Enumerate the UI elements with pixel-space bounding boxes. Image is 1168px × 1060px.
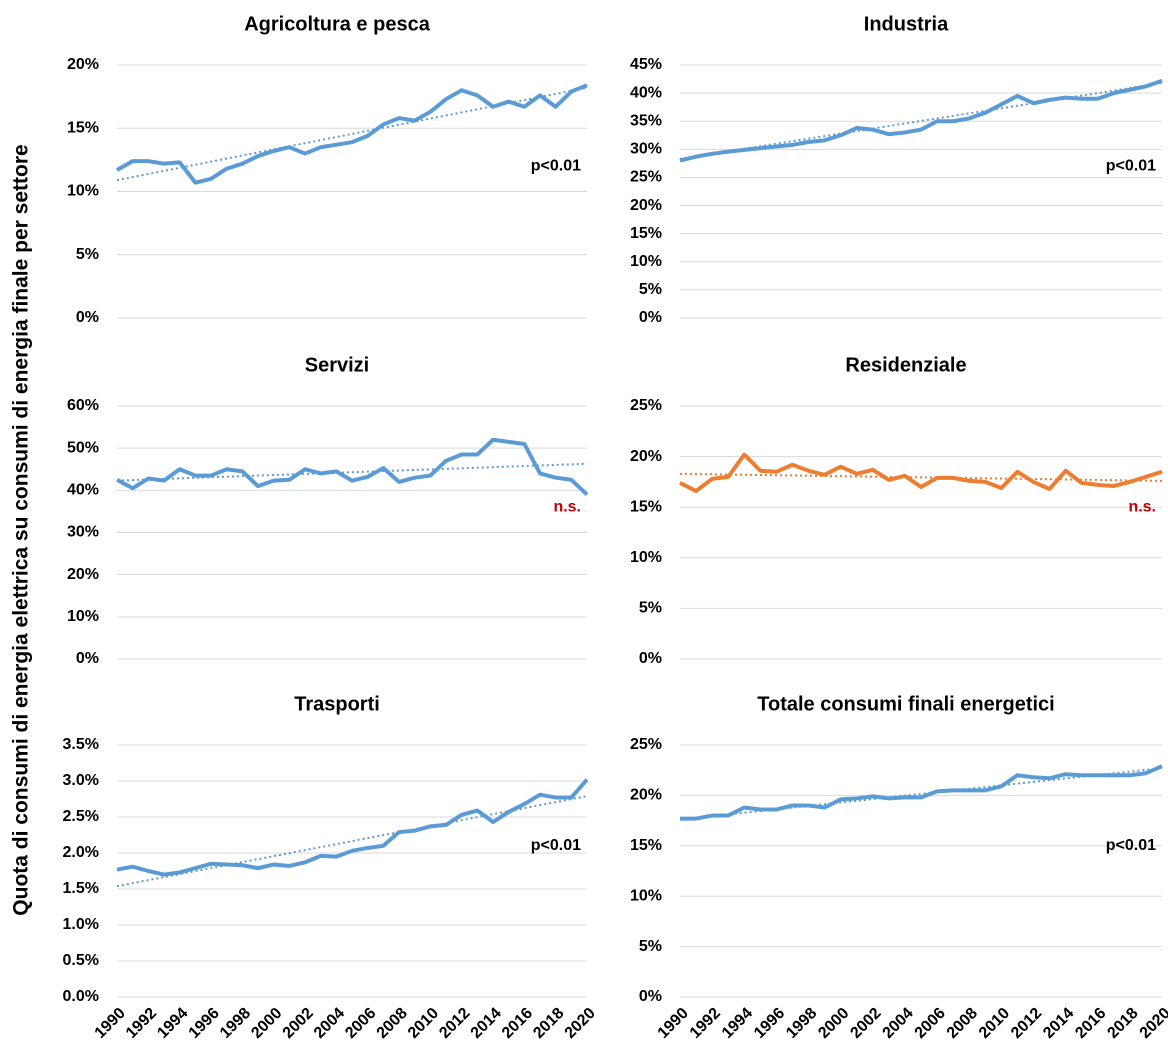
- data-line: [116, 437, 589, 497]
- x-tick-label: 1998: [783, 1005, 820, 1042]
- y-tick-label: 10%: [630, 549, 662, 566]
- y-tick-label: 40%: [630, 84, 662, 101]
- y-tick-label: 10%: [630, 253, 662, 270]
- x-tick-label: 2020: [562, 1005, 599, 1042]
- y-tick-label: 25%: [630, 397, 662, 414]
- x-tick-label: 2000: [815, 1005, 852, 1042]
- x-tick-label: 1990: [92, 1005, 129, 1042]
- y-tick-label: 0.0%: [63, 988, 99, 1005]
- y-tick-label: 5%: [639, 938, 662, 955]
- y-tick-label: 20%: [630, 197, 662, 214]
- x-tick-label: 2014: [1040, 1005, 1077, 1042]
- x-tick-label: 2006: [912, 1005, 949, 1042]
- x-tick-label: 2010: [976, 1005, 1013, 1042]
- y-tick-label: 3.0%: [63, 772, 99, 789]
- y-tick-label: 20%: [630, 787, 662, 804]
- x-tick-label: 1996: [751, 1005, 788, 1042]
- x-tick-label: 1994: [719, 1005, 756, 1042]
- y-tick-label: 25%: [630, 169, 662, 186]
- y-tick-label: 60%: [67, 397, 99, 414]
- y-tick-label: 40%: [67, 482, 99, 499]
- trend-line: [116, 462, 588, 482]
- y-tick-label: 30%: [67, 524, 99, 541]
- x-tick-label: 1990: [655, 1005, 692, 1042]
- y-tick-label: 10%: [630, 887, 662, 904]
- y-tick-label: 15%: [630, 225, 662, 242]
- y-tick-label: 35%: [630, 112, 662, 129]
- x-tick-label: 2018: [1104, 1005, 1141, 1042]
- panel-title: Totale consumi finali energetici: [757, 693, 1054, 715]
- trend-line: [116, 86, 588, 182]
- panel-title: Industria: [864, 13, 949, 35]
- y-tick-label: 2.0%: [63, 844, 99, 861]
- data-line: [679, 452, 1163, 494]
- x-tick-label: 1992: [687, 1005, 724, 1042]
- y-tick-label: 0%: [639, 988, 662, 1005]
- y-tick-label: 0.5%: [63, 952, 99, 969]
- y-tick-label: 5%: [639, 600, 662, 617]
- y-tick-label: 20%: [67, 566, 99, 583]
- panel-title: Residenziale: [845, 354, 966, 376]
- panel-title: Trasporti: [294, 693, 380, 715]
- y-tick-label: 20%: [67, 56, 99, 73]
- y-tick-label: 5%: [639, 281, 662, 298]
- y-tick-label: 1.5%: [63, 880, 99, 897]
- y-tick-label: 0%: [639, 309, 662, 326]
- y-tick-label: 50%: [67, 439, 99, 456]
- y-tick-label: 45%: [630, 56, 662, 73]
- x-tick-label: 2012: [1008, 1005, 1045, 1042]
- y-tick-label: 0%: [76, 650, 99, 667]
- x-tick-label: 1992: [123, 1005, 160, 1042]
- x-tick-label: 2006: [342, 1005, 379, 1042]
- annotation: n.s.: [1128, 498, 1156, 515]
- panel-title: Agricoltura e pesca: [244, 13, 431, 35]
- y-tick-label: 5%: [76, 246, 99, 263]
- y-tick-label: 3.5%: [63, 736, 99, 753]
- y-tick-label: 0%: [76, 309, 99, 326]
- x-tick-label: 2004: [880, 1005, 917, 1042]
- x-tick-label: 2002: [847, 1005, 884, 1042]
- y-tick-label: 2.5%: [63, 808, 99, 825]
- x-tick-label: 2010: [405, 1005, 442, 1042]
- trend-line: [679, 472, 1163, 482]
- x-tick-label: 1996: [186, 1005, 223, 1042]
- annotation: p<0.01: [531, 157, 581, 174]
- data-line: [680, 764, 1163, 821]
- x-tick-label: 2020: [1137, 1005, 1168, 1042]
- x-tick-label: 2000: [248, 1005, 285, 1042]
- annotation: p<0.01: [1106, 837, 1156, 854]
- y-tick-label: 15%: [630, 498, 662, 515]
- y-tick-label: 1.0%: [63, 916, 99, 933]
- x-tick-label: 2018: [530, 1005, 567, 1042]
- x-tick-label: 2002: [280, 1005, 317, 1042]
- annotation: p<0.01: [1106, 157, 1156, 174]
- x-tick-label: 2008: [944, 1005, 981, 1042]
- y-tick-label: 30%: [630, 141, 662, 158]
- data-line: [679, 78, 1163, 163]
- y-tick-label: 0%: [639, 650, 662, 667]
- data-line: [116, 778, 589, 877]
- x-tick-label: 2008: [374, 1005, 411, 1042]
- y-tick-label: 20%: [630, 448, 662, 465]
- x-tick-label: 1994: [154, 1005, 191, 1042]
- panel-title: Servizi: [305, 354, 369, 376]
- annotation: n.s.: [553, 498, 581, 515]
- y-tick-label: 25%: [630, 736, 662, 753]
- x-tick-label: 2016: [1072, 1005, 1109, 1042]
- x-tick-label: 2014: [468, 1005, 505, 1042]
- x-tick-label: 2012: [436, 1005, 473, 1042]
- x-tick-label: 2004: [311, 1005, 348, 1042]
- y-tick-label: 10%: [67, 608, 99, 625]
- y-axis-label: Quota di consumi di energia elettrica su…: [10, 144, 33, 915]
- data-line: [116, 83, 588, 185]
- y-tick-label: 10%: [67, 183, 99, 200]
- annotation: p<0.01: [531, 837, 581, 854]
- x-tick-label: 2016: [499, 1005, 536, 1042]
- y-tick-label: 15%: [630, 837, 662, 854]
- y-tick-label: 15%: [67, 119, 99, 136]
- x-tick-label: 1998: [217, 1005, 254, 1042]
